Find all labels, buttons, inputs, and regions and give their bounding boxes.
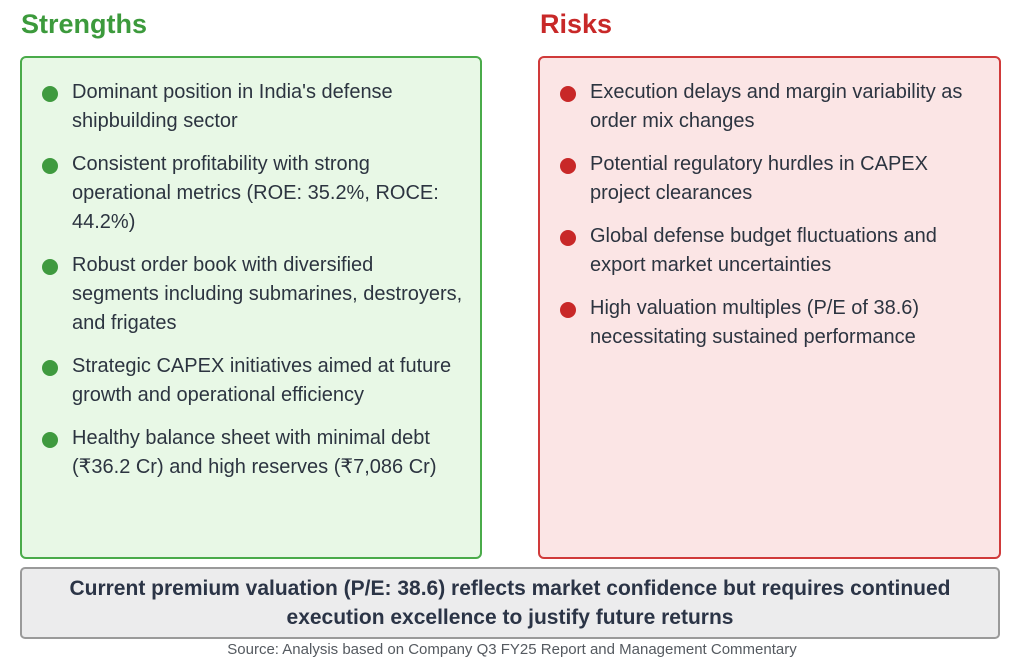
strength-item: Healthy balance sheet with minimal debt … [42,424,464,482]
valuation-summary-box: Current premium valuation (P/E: 38.6) re… [20,567,1000,639]
strength-item-text: Healthy balance sheet with minimal debt … [72,427,437,478]
risk-item-text: Global defense budget fluctuations and e… [590,225,937,276]
strength-item: Dominant position in India's defense shi… [42,78,464,136]
risk-item-text: High valuation multiples (P/E of 38.6) n… [590,297,920,348]
green-bullet-icon [42,259,58,275]
strength-item-text: Robust order book with diversified segme… [72,254,463,334]
risks-list: Execution delays and margin variability … [560,78,983,352]
green-bullet-icon [42,158,58,174]
red-bullet-icon [560,302,576,318]
strengths-title: Strengths [21,9,148,39]
risk-item: High valuation multiples (P/E of 38.6) n… [560,294,983,352]
red-bullet-icon [560,230,576,246]
green-bullet-icon [42,86,58,102]
risk-item: Global defense budget fluctuations and e… [560,222,983,280]
risk-item: Execution delays and margin variability … [560,78,983,136]
risks-panel: Execution delays and margin variability … [538,56,1001,559]
green-bullet-icon [42,432,58,448]
strength-item: Strategic CAPEX initiatives aimed at fut… [42,352,464,410]
risk-item-text: Potential regulatory hurdles in CAPEX pr… [590,153,928,204]
strength-item: Consistent profitability with strong ope… [42,150,464,237]
strength-item: Robust order book with diversified segme… [42,251,464,338]
strength-item-text: Dominant position in India's defense shi… [72,81,393,132]
strengths-panel: Dominant position in India's defense shi… [20,56,482,559]
strengths-list: Dominant position in India's defense shi… [42,78,464,482]
strength-item-text: Strategic CAPEX initiatives aimed at fut… [72,355,452,406]
risk-item: Potential regulatory hurdles in CAPEX pr… [560,150,983,208]
strength-item-text: Consistent profitability with strong ope… [72,153,439,233]
red-bullet-icon [560,86,576,102]
valuation-summary-text: Current premium valuation (P/E: 38.6) re… [69,577,951,629]
risk-item-text: Execution delays and margin variability … [590,81,963,132]
green-bullet-icon [42,360,58,376]
red-bullet-icon [560,158,576,174]
risks-title: Risks [540,9,613,39]
source-note: Source: Analysis based on Company Q3 FY2… [227,641,797,658]
